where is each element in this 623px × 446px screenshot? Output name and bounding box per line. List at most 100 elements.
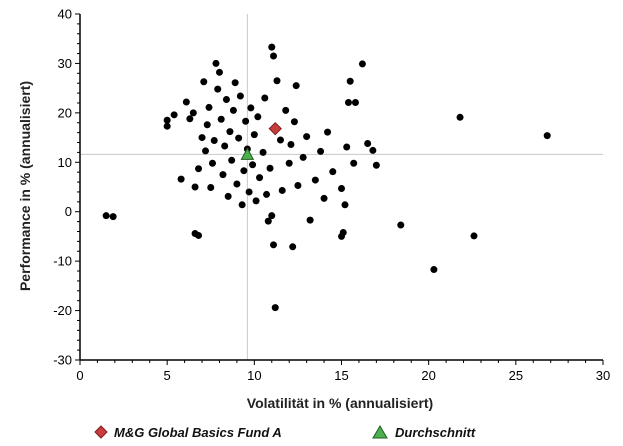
legend-item-fund: M&G Global Basics Fund A — [94, 425, 282, 440]
data-point — [249, 161, 257, 169]
legend: M&G Global Basics Fund A Durchschnitt — [94, 425, 476, 440]
data-point — [254, 113, 262, 121]
data-point — [163, 116, 171, 124]
data-point — [219, 171, 227, 179]
data-point — [186, 115, 194, 123]
data-point — [210, 137, 218, 145]
data-point — [289, 243, 297, 251]
data-point — [344, 98, 352, 106]
data-point — [229, 106, 237, 114]
legend-label-average: Durchschnitt — [395, 425, 476, 440]
legend-item-average: Durchschnitt — [372, 425, 476, 440]
data-point — [202, 147, 210, 155]
data-point — [270, 52, 278, 60]
data-point — [235, 134, 243, 142]
y-tick-label: -30 — [53, 353, 72, 368]
data-point — [170, 111, 178, 119]
data-point — [324, 128, 332, 136]
data-point — [329, 168, 337, 176]
data-point — [233, 180, 241, 188]
data-point — [214, 85, 222, 93]
data-point — [252, 197, 260, 205]
data-point — [350, 159, 358, 167]
data-point — [287, 140, 295, 148]
data-point — [208, 159, 216, 167]
x-axis-ticks: 0 5 10 15 20 25 30 — [76, 360, 610, 383]
data-point — [339, 228, 347, 236]
x-tick-label: 5 — [164, 368, 171, 383]
data-point — [191, 183, 199, 191]
data-point — [430, 266, 438, 274]
data-point — [341, 201, 349, 209]
data-point — [217, 115, 225, 123]
data-point — [358, 60, 366, 68]
data-point — [245, 188, 253, 196]
data-point — [282, 106, 290, 114]
data-point — [198, 134, 206, 142]
x-tick-label: 20 — [421, 368, 435, 383]
data-point — [102, 212, 110, 220]
data-point — [351, 98, 359, 106]
data-point — [222, 96, 230, 104]
data-point — [212, 59, 220, 67]
diamond-marker-icon — [94, 425, 108, 439]
data-point — [264, 217, 272, 225]
data-point — [240, 167, 248, 175]
data-point — [203, 121, 211, 129]
y-tick-label: 20 — [58, 105, 72, 120]
data-point — [268, 212, 276, 220]
data-point — [290, 118, 298, 126]
y-tick-label: 30 — [58, 56, 72, 71]
data-point — [270, 241, 278, 249]
data-point — [256, 174, 264, 182]
triangle-marker-icon — [372, 425, 388, 439]
data-point — [238, 201, 246, 209]
data-point — [195, 165, 203, 173]
data-point — [236, 92, 244, 100]
data-point — [311, 176, 319, 184]
data-point — [177, 175, 185, 183]
data-point — [338, 184, 345, 192]
y-tick-label: 10 — [58, 155, 72, 170]
data-point — [299, 153, 307, 161]
data-point — [263, 190, 271, 198]
x-tick-label: 0 — [76, 368, 83, 383]
x-tick-label: 25 — [509, 368, 523, 383]
data-point — [189, 109, 197, 117]
x-tick-label: 10 — [247, 368, 261, 383]
data-point — [320, 194, 328, 202]
y-tick-label: 40 — [58, 7, 72, 22]
x-axis-title: Volatilität in % (annualisiert) — [247, 395, 433, 411]
data-point — [303, 133, 311, 141]
fund-marker — [268, 121, 282, 136]
data-point — [369, 146, 377, 154]
data-point — [163, 122, 171, 130]
y-tick-label: -20 — [53, 303, 72, 318]
data-point — [343, 143, 351, 151]
data-point — [109, 213, 117, 221]
data-point — [285, 159, 293, 167]
x-tick-label: 15 — [334, 368, 348, 383]
data-point — [273, 77, 281, 85]
data-point — [271, 304, 279, 312]
data-point — [261, 94, 269, 102]
y-tick-label: 0 — [65, 204, 72, 219]
data-point — [242, 117, 250, 125]
y-axis-title: Performance in % (annualisiert) — [17, 81, 33, 291]
data-point — [543, 132, 551, 140]
data-point — [205, 103, 213, 111]
data-point — [247, 104, 255, 112]
data-point — [346, 77, 354, 85]
data-point — [224, 192, 232, 200]
data-point — [364, 140, 372, 148]
y-tick-label: -10 — [53, 254, 72, 269]
data-point — [372, 161, 380, 169]
data-point — [250, 131, 258, 139]
data-point — [231, 79, 239, 87]
data-point — [268, 43, 276, 51]
data-point — [228, 156, 236, 164]
data-point — [294, 182, 302, 190]
data-point — [456, 113, 464, 121]
data-point — [221, 142, 229, 150]
